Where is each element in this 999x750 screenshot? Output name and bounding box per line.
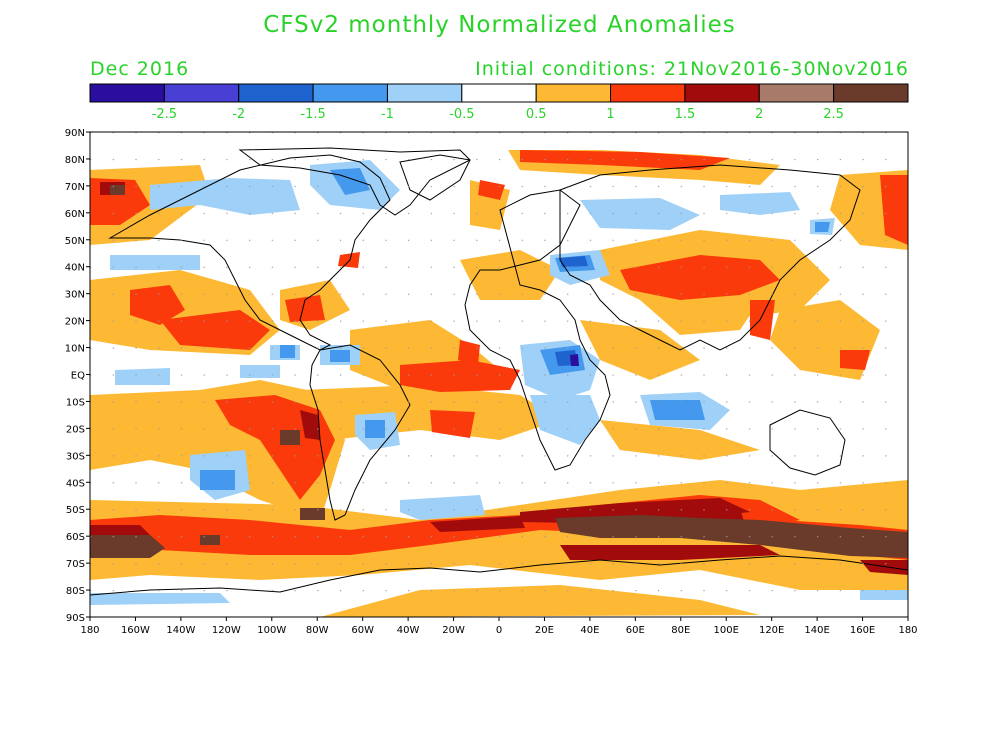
lat-label: 60S [66, 532, 85, 543]
lat-label: 10N [65, 344, 85, 355]
lon-label: 60E [626, 625, 645, 636]
initial-conditions: Initial conditions: 21Nov2016-30Nov2016 [475, 58, 909, 80]
lat-label: 60N [65, 209, 85, 220]
lon-label: 180 [898, 625, 917, 636]
lat-label: 80N [65, 155, 85, 166]
lat-label: 20N [65, 317, 85, 328]
colorbar-label: 2 [755, 107, 763, 122]
lon-label: 80E [671, 625, 690, 636]
lat-label: 50S [66, 505, 85, 516]
lat-label: 50N [65, 236, 85, 247]
lon-label: 100W [257, 625, 286, 636]
lat-label: 30S [66, 451, 85, 462]
lat-label: 70N [65, 182, 85, 193]
colorbar-label: 1.5 [675, 107, 696, 122]
lon-label: 40W [397, 625, 420, 636]
lon-label: 0 [496, 625, 502, 636]
lat-label: 30N [65, 290, 85, 301]
colorbar-label: 0.5 [526, 107, 547, 122]
lon-label: 160W [121, 625, 150, 636]
lon-label: 120W [212, 625, 241, 636]
lon-label: 20W [442, 625, 465, 636]
latitude-ticks: 90N 80N 70N 60N 50N 40N 30N 20N 10N EQ 10S 20S 30S 40… [65, 128, 90, 624]
lat-label: 10S [66, 397, 85, 408]
colorbar-label: -2 [232, 107, 245, 122]
lon-label: 20E [535, 625, 554, 636]
lon-label: 40E [580, 625, 599, 636]
lon-label: 60W [351, 625, 374, 636]
lon-label: 160E [850, 625, 875, 636]
lat-label: EQ [71, 371, 85, 382]
colorbar-labels: -2.5 -2 -1.5 -1 -0.5 0.5 1 1.5 2 2.5 [152, 107, 844, 122]
colorbar-label: -1.5 [300, 107, 325, 122]
colorbar-label: -1 [381, 107, 394, 122]
lat-label: 40S [66, 478, 85, 489]
colorbar: -2.5 -2 -1.5 -1 -0.5 0.5 1 1.5 2 2.5 [89, 83, 909, 122]
lon-label: 80W [306, 625, 329, 636]
lon-label: 140E [804, 625, 829, 636]
colorbar-boxes [89, 83, 909, 103]
lat-label: 90S [66, 613, 85, 624]
longitude-ticks: 180 160W 140W 120W 100W 80W 60W 40W 20W 0 20E 40E 60… [80, 617, 918, 636]
colorbar-label: 1 [606, 107, 614, 122]
colorbar-box [833, 83, 909, 103]
lat-label: 40N [65, 263, 85, 274]
dot-grid [90, 132, 908, 617]
colorbar-label: -0.5 [449, 107, 474, 122]
map-title: CFSv2 monthly Normalized Anomalies [263, 12, 736, 38]
lat-label: 80S [66, 586, 85, 597]
lon-label: 120E [759, 625, 784, 636]
forecast-month: Dec 2016 [90, 58, 190, 80]
colorbar-label: -2.5 [152, 107, 177, 122]
lon-label: 180 [80, 625, 99, 636]
lat-label: 70S [66, 559, 85, 570]
lat-label: 90N [65, 128, 85, 139]
lon-label: 100E [714, 625, 739, 636]
colorbar-label: 2.5 [823, 107, 844, 122]
lon-label: 140W [166, 625, 195, 636]
lat-label: 20S [66, 424, 85, 435]
